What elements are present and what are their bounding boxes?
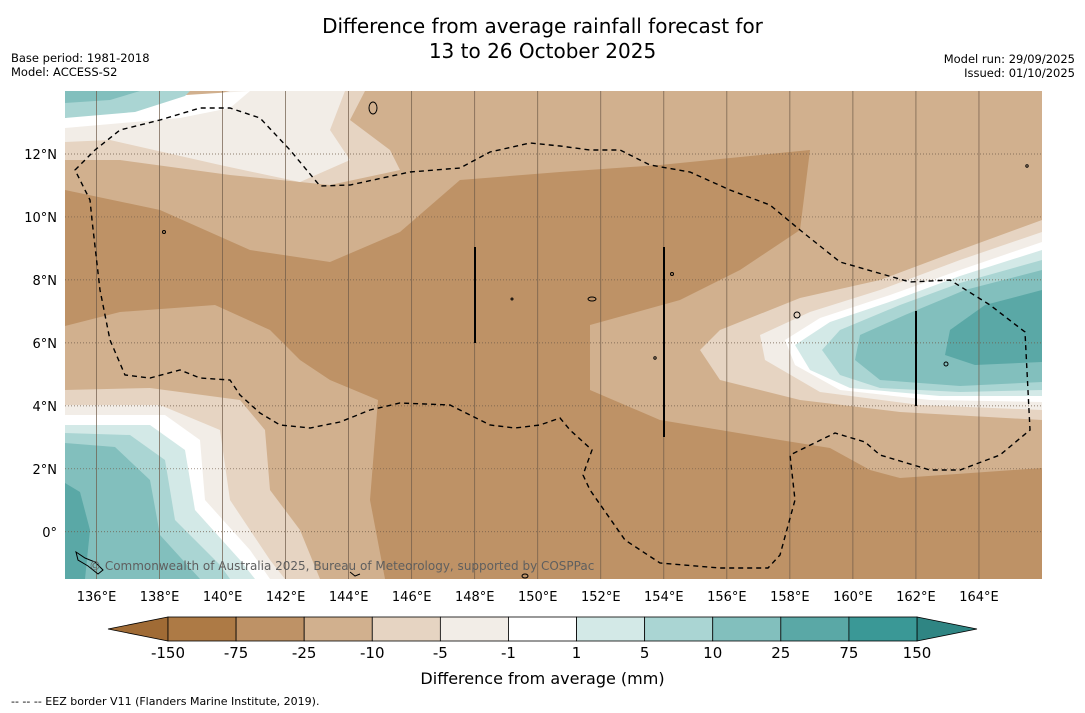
title-line-1: Difference from average rainfall forecas…	[322, 14, 763, 38]
left-wet-75-region	[65, 483, 90, 579]
lat-tick-label: 8°N	[33, 274, 58, 289]
island-icon	[162, 230, 166, 234]
island-icon	[510, 297, 514, 301]
islands	[75, 101, 1029, 579]
lon-tick-label: 156°E	[707, 590, 747, 605]
lon-tick-label: 152°E	[581, 590, 621, 605]
colorbar-swatch	[371, 616, 441, 642]
dry-core-region	[65, 150, 1042, 579]
copyright-note: © Commonwealth of Australia 2025, Bureau…	[89, 559, 594, 573]
title-line-2: 13 to 26 October 2025	[428, 39, 657, 63]
latitude-labels: 12°N 10°N 8°N 6°N 4°N 2°N 0°	[24, 148, 57, 541]
colorbar-swatch	[576, 616, 646, 642]
model-label: Model: ACCESS-S2	[11, 65, 118, 79]
colorbar-swatch	[439, 616, 509, 642]
issued-label: Issued: 01/10/2025	[964, 66, 1075, 80]
colorbar-tick-label: -150	[151, 644, 185, 662]
colorbar-tick-label: 75	[839, 644, 858, 662]
lon-tick-label: 146°E	[392, 590, 432, 605]
colorbar-swatch	[508, 616, 577, 642]
colorbar-swatch	[848, 616, 918, 642]
chart-title: Difference from average rainfall forecas…	[0, 14, 1085, 64]
lon-tick-label: 162°E	[896, 590, 936, 605]
base-period-label: Base period: 1981-2018	[11, 51, 150, 65]
lon-tick-label: 164°E	[959, 590, 999, 605]
island-icon	[943, 361, 949, 367]
lon-tick-label: 140°E	[203, 590, 243, 605]
island-icon	[653, 356, 657, 360]
colorbar-tick-label: 5	[640, 644, 650, 662]
lon-tick-label: 138°E	[140, 590, 180, 605]
lon-tick-label: 144°E	[329, 590, 369, 605]
lon-tick-label: 142°E	[266, 590, 306, 605]
colorbar-tick-label: -10	[360, 644, 385, 662]
colorbar-tick-label: 25	[771, 644, 790, 662]
colorbar-swatch	[303, 616, 373, 642]
colorbar-swatch	[235, 616, 305, 642]
left-wet-25-region	[65, 443, 200, 579]
island-icon	[1025, 164, 1029, 168]
top-white-region	[65, 91, 250, 128]
lat-tick-label: 2°N	[33, 463, 58, 478]
lon-tick-label: 148°E	[455, 590, 495, 605]
eez-footnote: -- -- -- EEZ border V11 (Flanders Marine…	[11, 695, 320, 708]
island-icon	[793, 311, 801, 319]
colorbar-tick-label: -1	[501, 644, 516, 662]
colorbar-under-arrow	[107, 616, 169, 642]
island-icon	[368, 101, 378, 115]
colorbar-tick-label: 1	[572, 644, 582, 662]
lat-tick-label: 12°N	[24, 148, 57, 163]
meta-left: Base period: 1981-2018 Model: ACCESS-S2	[11, 51, 150, 79]
lat-tick-label: 6°N	[33, 337, 58, 352]
right-wet-75-region	[945, 290, 1042, 365]
meta-right: Model run: 29/09/2025 Issued: 01/10/2025	[944, 52, 1075, 80]
island-icon	[75, 550, 104, 575]
lon-tick-label: 150°E	[518, 590, 558, 605]
longitude-labels: 136°E 138°E 140°E 142°E 144°E 146°E 148°E 150°E…	[77, 590, 999, 605]
island-icon	[349, 571, 361, 577]
colorbar-swatch	[644, 616, 714, 642]
colorbar-swatch	[712, 616, 782, 642]
colorbar-tick-label: 150	[903, 644, 932, 662]
island-icon	[521, 573, 529, 579]
colorbar-over-arrow	[916, 616, 978, 642]
colorbar-tick-label: -25	[292, 644, 317, 662]
map-field: © Commonwealth of Australia 2025, Bureau…	[65, 91, 1042, 579]
model-run-label: Model run: 29/09/2025	[943, 52, 1075, 66]
lat-tick-label: 10°N	[24, 211, 57, 226]
lon-tick-label: 160°E	[833, 590, 873, 605]
island-icon	[670, 272, 674, 276]
colorbar-tick-label: -75	[224, 644, 249, 662]
island-icon	[587, 296, 597, 302]
colorbar: -150 -75 -25 -10 -5 -1 1 5 10 25 75 150	[107, 616, 978, 662]
lon-tick-label: 158°E	[770, 590, 810, 605]
colorbar-tick-label: -5	[433, 644, 448, 662]
eez-border	[74, 107, 1031, 569]
lon-tick-label: 154°E	[644, 590, 684, 605]
colorbar-title: Difference from average (mm)	[420, 669, 665, 688]
colorbar-swatch	[780, 616, 850, 642]
lon-tick-label: 136°E	[77, 590, 117, 605]
colorbar-tick-label: 10	[703, 644, 722, 662]
lat-tick-label: 4°N	[33, 400, 58, 415]
graticule	[65, 91, 1042, 579]
top-wet-25-region	[65, 91, 140, 103]
colorbar-swatch	[167, 616, 237, 642]
lat-tick-label: 0°	[42, 526, 57, 541]
